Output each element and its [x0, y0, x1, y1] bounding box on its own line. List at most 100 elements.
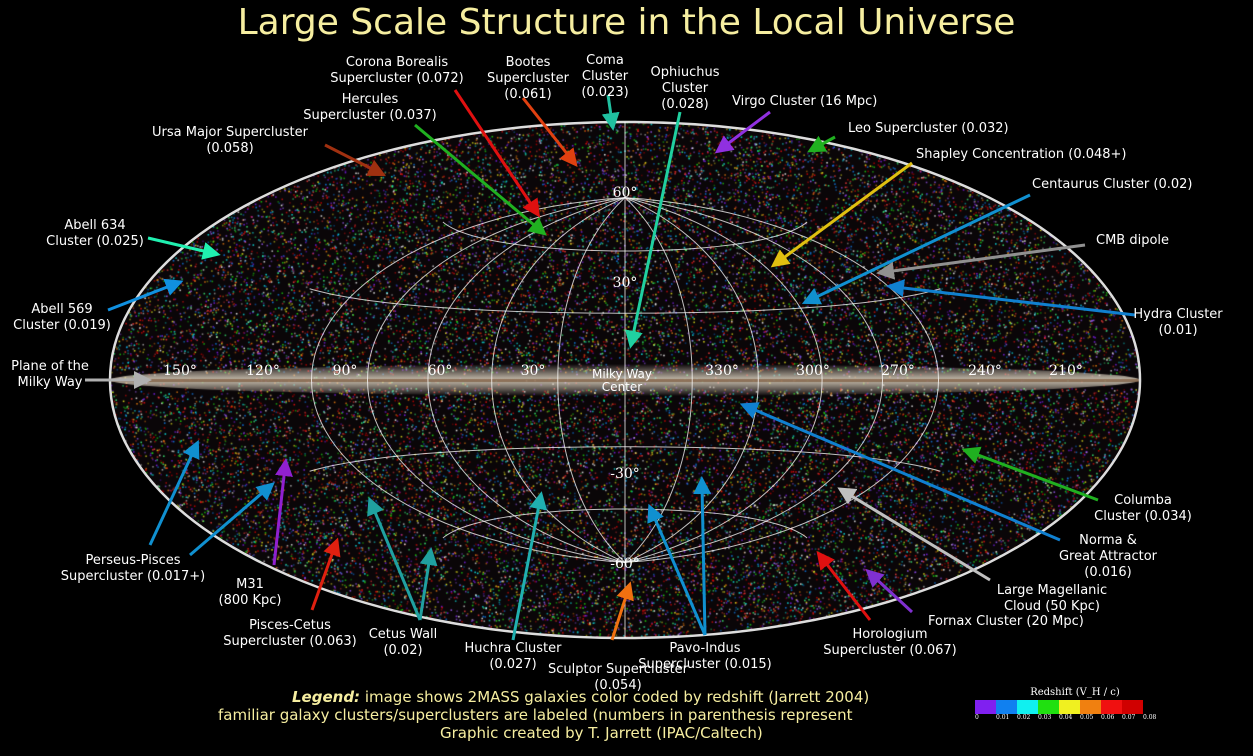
label-line: CMB dipole: [1096, 233, 1170, 248]
pointer-arrow: [272, 458, 293, 566]
pointer-arrow: [625, 111, 682, 349]
colorbar-swatch: [1017, 700, 1038, 714]
pointer-arrow: [418, 547, 438, 621]
cluster-label: Abell 569 Cluster (0.019): [13, 302, 111, 334]
pointer-arrow: [324, 143, 387, 177]
cluster-label: Ophiuchus Cluster (0.028): [651, 65, 720, 113]
label-line: Horologium: [852, 627, 928, 642]
longitude-tick: 270°: [881, 363, 915, 379]
pointer-arrow: [693, 476, 712, 636]
label-line: (0.058): [206, 141, 254, 156]
cluster-label: Huchra Cluster (0.027): [465, 641, 562, 673]
cluster-label: Centaurus Cluster (0.02): [1032, 177, 1192, 193]
pointer-arrow: [511, 491, 548, 641]
cluster-label: Hercules Supercluster (0.037): [303, 92, 437, 124]
colorbar-tick: 0.08: [1143, 714, 1157, 721]
pointer-arrow: [610, 581, 634, 641]
cluster-label: Pisces-Cetus Supercluster (0.063): [223, 618, 357, 650]
label-line: Perseus-Pisces: [85, 553, 181, 568]
cluster-label: Leo Supercluster (0.032): [848, 121, 1009, 137]
label-line: Fornax Cluster (20 Mpc): [928, 614, 1084, 629]
label-line: Bootes: [505, 55, 551, 70]
cluster-label: Sculptor Supercluster (0.054): [548, 662, 688, 694]
label-line: Sculptor Supercluster: [547, 662, 689, 677]
label-line: Cluster (0.019): [13, 318, 111, 333]
pointer-arrow: [521, 97, 578, 168]
colorbar-swatch: [1080, 700, 1101, 714]
colorbar-tick: 0: [975, 714, 979, 721]
longitude-tick: 90°: [332, 363, 358, 379]
colorbar-tick: 0.05: [1080, 714, 1094, 721]
label-line: Large Magellanic: [996, 583, 1108, 598]
cluster-label: Fornax Cluster (20 Mpc): [928, 614, 1084, 630]
longitude-tick: 60°: [427, 363, 453, 379]
colorbar-title: Redshift (V_H / c): [1030, 687, 1120, 698]
label-line: Virgo Cluster (16 Mpc): [732, 94, 878, 109]
longitude-tick: 210°: [1049, 363, 1083, 379]
label-line: (800 Kpc): [218, 593, 282, 608]
cluster-label: Ursa Major Supercluster (0.058): [152, 125, 308, 157]
label-line: Cluster: [661, 81, 709, 96]
pointer-arrow: [739, 402, 1061, 542]
meridian-line: [624, 197, 940, 563]
label-line: Hercules: [341, 92, 399, 107]
label-line: Plane of the: [11, 359, 89, 374]
cluster-label: Norma & Great Attractor (0.016): [1059, 533, 1157, 581]
colorbar-tick: 0.07: [1122, 714, 1136, 721]
colorbar-tick: 0.04: [1059, 714, 1073, 721]
legend-text-1: image shows 2MASS galaxies color coded b…: [360, 688, 870, 706]
label-line: Supercluster (0.072): [330, 71, 464, 86]
label-line: Shapley Concentration (0.048+): [916, 147, 1127, 162]
longitude-tick: 150°: [163, 363, 197, 379]
milky-way-center-label: Milky Way Center: [591, 367, 653, 394]
label-line: (0.054): [594, 678, 642, 693]
label-line: Norma &: [1079, 533, 1137, 548]
label-line: (0.01): [1158, 323, 1198, 338]
cluster-label: Abell 634 Cluster (0.025): [46, 218, 144, 250]
label-line: Hydra Cluster: [1133, 307, 1223, 322]
pointer-arrow: [837, 487, 991, 582]
label-line: Abell 634: [64, 218, 126, 233]
longitude-tick: 30°: [520, 363, 546, 379]
meridian-line: [310, 197, 626, 563]
cluster-label: Virgo Cluster (16 Mpc): [732, 94, 877, 110]
label-line: Cluster (0.025): [46, 234, 144, 249]
longitude-tick: 330°: [705, 363, 739, 379]
colorbar-tick: 0.03: [1038, 714, 1052, 721]
pointer-arrow: [310, 537, 341, 611]
parallel-line: [309, 446, 941, 472]
colorbar-swatch: [975, 700, 996, 714]
cluster-label: M31 (800 Kpc): [218, 577, 281, 609]
meridian-line: [366, 197, 626, 563]
label-line: Supercluster (0.067): [823, 643, 957, 658]
label-line: (0.023): [581, 85, 629, 100]
label-line: (0.02): [383, 643, 423, 658]
latitude-tick: -60°: [610, 556, 640, 572]
cluster-label: Corona Borealis Supercluster (0.072): [330, 55, 464, 87]
label-line: Great Attractor: [1058, 549, 1158, 564]
pointer-arrow: [148, 439, 200, 546]
label-line: Coma: [586, 53, 624, 68]
label-line: Corona Borealis: [345, 55, 449, 70]
longitude-tick: 120°: [246, 363, 280, 379]
parallel-line: [309, 288, 941, 314]
parallel-line: [442, 221, 808, 252]
pointer-arrow: [886, 279, 1136, 317]
pointer-arrow: [453, 89, 540, 218]
cluster-label: Bootes Supercluster (0.061): [487, 55, 569, 103]
label-line: (0.061): [504, 87, 552, 102]
cluster-label: Horologium Supercluster (0.067): [823, 627, 957, 659]
label-line: Cluster: [581, 69, 629, 84]
colorbar-tick: 0.02: [1017, 714, 1031, 721]
longitude-tick: 300°: [796, 363, 830, 379]
colorbar-tick: 0.06: [1101, 714, 1115, 721]
colorbar-tick: 0.01: [996, 714, 1010, 721]
pointer-arrow: [865, 568, 914, 614]
label-line: Supercluster (0.063): [223, 634, 357, 649]
cluster-label: Perseus-Pisces Supercluster (0.017+): [61, 553, 205, 585]
pointer-arrow: [816, 550, 872, 621]
cluster-label: Pavo-Indus Supercluster (0.015): [638, 641, 772, 673]
label-line: Pavo-Indus: [669, 641, 741, 656]
